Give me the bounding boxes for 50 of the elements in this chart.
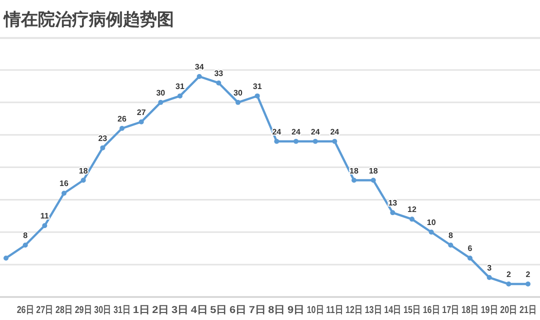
xtick: 31日 [114,305,135,316]
data-label: 30 [234,88,242,98]
xtick: 9日 [288,305,304,316]
xtick: 12日 [346,305,367,316]
data-label: 24 [292,127,300,136]
data-label: 24 [310,127,320,136]
xtick: 21日 [520,305,540,316]
data-label: 26 [118,114,126,124]
data-label: 18 [78,166,88,176]
data-label: 18 [368,166,378,176]
xtick: 8日 [268,305,284,316]
xtick: 19日 [480,305,502,316]
xtick: 6日 [230,305,246,316]
data-label: 6 [468,244,472,254]
xtick: 7日 [248,305,264,316]
xtick: 2日 [152,305,168,316]
data-label: 8 [448,231,453,240]
data-label: 31 [176,82,184,91]
data-label: 30 [156,88,166,98]
xtick: 26日 [16,305,38,316]
data-label: 33 [214,68,224,78]
data-label: 13 [388,198,398,208]
data-label: 2 [526,270,530,280]
data-label: 2 [506,270,511,280]
data-label: 10 [426,218,436,228]
data-label: 12 [408,205,416,214]
xtick: 5日 [210,305,226,316]
data-label: 8 [23,231,28,240]
xtick: 15日 [404,305,425,316]
data-label: 34 [194,62,204,72]
data-label: 3 [487,264,492,273]
data-label: 23 [98,134,108,143]
xtick: 14日 [384,305,406,316]
data-label: 11 [40,212,49,221]
data-label: 16 [60,179,68,188]
data-label: 24 [330,127,340,136]
xtick: 11日 [326,305,347,316]
xtick: 13日 [364,305,386,316]
data-label: 18 [350,166,358,176]
xtick: 18日 [462,305,483,316]
xtick: 1日 [132,305,148,316]
xtick: 3日 [172,305,188,316]
xtick: 16日 [422,305,444,316]
xtick: 29日 [74,305,96,316]
title: 情在院治疗病例趋势图 [4,10,174,30]
xtick: 17日 [442,305,464,316]
data-label: 27 [136,108,146,117]
data-label: 31 [252,82,262,91]
xtick: 10日 [306,305,328,316]
xtick: 4日 [190,305,206,316]
